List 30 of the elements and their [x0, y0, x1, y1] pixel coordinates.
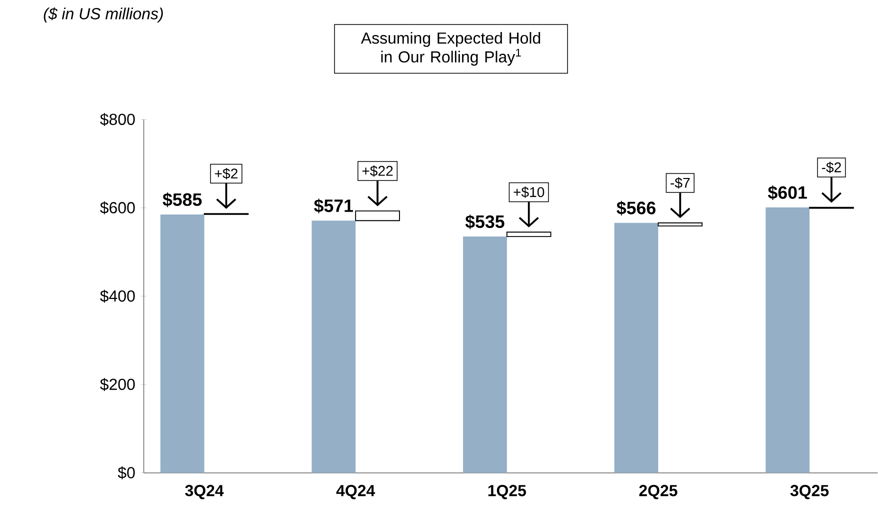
y-tick-label: $0	[118, 466, 135, 480]
data-label: +$2	[214, 168, 238, 180]
bar	[160, 214, 204, 474]
bar	[614, 223, 658, 474]
x-tick-label: 3Q25	[790, 485, 829, 500]
bar	[506, 232, 552, 238]
bar	[355, 210, 400, 222]
bar	[463, 236, 507, 474]
bar	[312, 220, 356, 474]
data-label: $585	[162, 192, 202, 208]
data-label: -$2	[822, 162, 841, 174]
y-tick-label: $400	[100, 290, 135, 303]
x-tick-label: 1Q25	[488, 485, 526, 500]
bar	[766, 208, 810, 474]
data-label: +$22	[362, 166, 393, 177]
x-tick-label: 3Q24	[185, 485, 224, 500]
x-tick-label: 2Q25	[639, 485, 678, 500]
bar	[658, 222, 703, 227]
data-label: $566	[616, 201, 656, 216]
text: Assuming Expected Hold in Our Rolling Play$^{1}$	[360, 32, 540, 66]
y-tick-label: $200	[100, 378, 135, 392]
y-tick-label: $600	[100, 202, 135, 215]
data-label: -$7	[670, 177, 690, 189]
data-label: +$10	[514, 186, 544, 198]
data-label: $601	[768, 186, 807, 200]
data-label: $571	[314, 198, 353, 214]
data-label: $535	[465, 214, 504, 230]
x-tick-label: 4Q24	[336, 485, 376, 500]
chart-subtitle: ($ in US millions)	[44, 8, 163, 23]
y-tick-label: $800	[100, 113, 135, 126]
